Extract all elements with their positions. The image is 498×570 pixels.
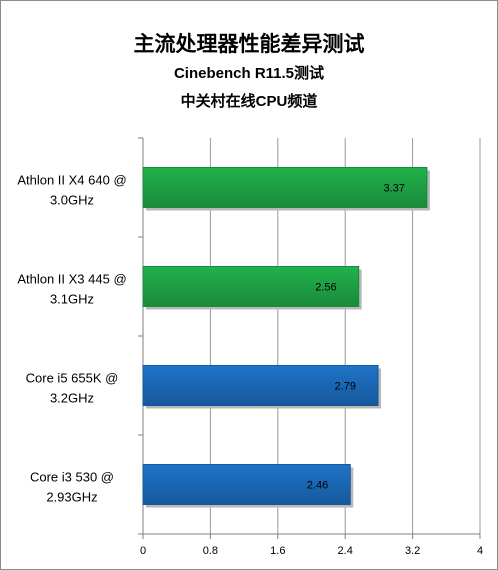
bar bbox=[142, 266, 360, 307]
data-label: 2.46 bbox=[307, 480, 328, 492]
chart-title: 主流处理器性能差异测试 bbox=[133, 33, 365, 56]
category-label: Athlon II X4 640 @3.0GHz bbox=[17, 173, 126, 208]
x-tick-label: 0.8 bbox=[203, 545, 218, 557]
chart-subtitle: Cinebench R11.5测试 bbox=[173, 65, 325, 82]
x-tick-label: 2.4 bbox=[338, 545, 353, 557]
chart-subtitle-2: 中关村在线CPU频道 bbox=[180, 93, 318, 110]
x-tick-label: 0 bbox=[140, 545, 146, 557]
bar bbox=[142, 167, 428, 208]
x-tick-label: 4 bbox=[477, 545, 483, 557]
x-tick-label: 3.2 bbox=[405, 545, 420, 557]
category-label: Athlon II X3 445 @3.1GHz bbox=[17, 272, 126, 307]
bar bbox=[142, 464, 351, 505]
category-label: Core i3 530 @2.93GHz bbox=[30, 470, 114, 505]
data-label: 3.37 bbox=[384, 183, 405, 195]
bar bbox=[142, 365, 379, 406]
data-label: 2.56 bbox=[315, 282, 336, 294]
category-label: Core i5 655K @3.2GHz bbox=[26, 371, 119, 406]
x-tick-label: 1.6 bbox=[270, 545, 285, 557]
data-label: 2.79 bbox=[335, 381, 356, 393]
